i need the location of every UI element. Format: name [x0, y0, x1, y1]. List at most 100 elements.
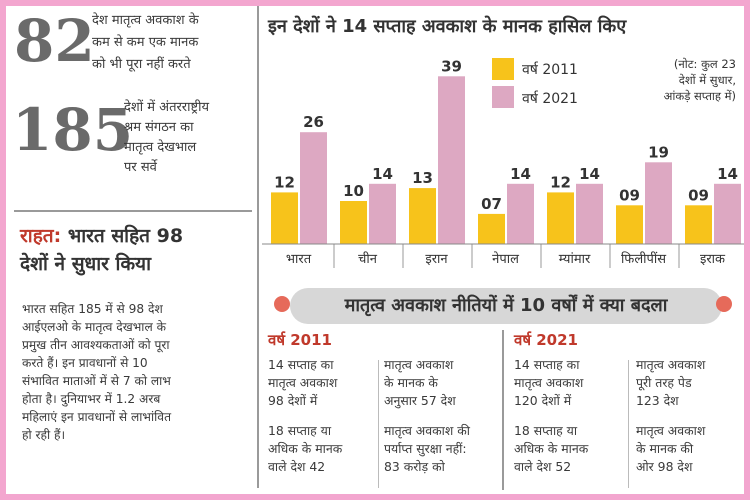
bar-value-label: 14 — [372, 165, 393, 183]
policy-line: मातृत्व अवकाश की — [384, 423, 470, 438]
policy-line: पूरी तरह पेड — [636, 375, 692, 390]
policy-line: के मानक के — [384, 375, 438, 390]
bar-value-label: 09 — [688, 186, 709, 204]
bar-2021 — [300, 132, 327, 244]
stat-82-number: 82 — [14, 7, 95, 75]
policy-line: 14 सप्ताह का — [268, 357, 334, 372]
infographic: 82 देश मातृत्व अवकाश के कम से कम एक मानक… — [6, 6, 744, 494]
bar-value-label: 19 — [648, 143, 669, 161]
body-line: महिलाएं इन प्रावधानों से लाभांवित — [22, 410, 172, 424]
policy-line: वाले देश 42 — [268, 459, 326, 474]
relief-line2: देशों ने सुधार किया — [20, 253, 151, 275]
bar-2021 — [438, 76, 465, 244]
column-divider — [257, 6, 259, 488]
policy-title-banner — [290, 288, 722, 324]
stat-82-line: को भी पूरा नहीं करते — [92, 57, 191, 72]
policy-line: मातृत्व अवकाश — [636, 423, 706, 438]
stat-185-line: श्रम संगठन का — [124, 120, 194, 135]
category-label: फिलीपींस — [621, 251, 666, 267]
stat-82-line: कम से कम एक मानक — [92, 35, 199, 50]
legend-swatch-2011 — [492, 58, 514, 80]
category-label: नेपाल — [492, 251, 519, 267]
policy-year-divider — [502, 330, 504, 490]
body-line: प्रमुख तीन आवश्यकताओं को पूरा — [22, 338, 170, 352]
bar-2011 — [616, 205, 643, 244]
bar-value-label: 14 — [717, 165, 738, 183]
bar-value-label: 14 — [579, 165, 600, 183]
bar-2011 — [685, 205, 712, 244]
stat-82-line: देश मातृत्व अवकाश के — [92, 13, 199, 28]
bar-value-label: 39 — [441, 57, 462, 75]
body-line: होता है। दुनियाभर में 1.2 अरब — [22, 392, 161, 406]
col2021-divider — [628, 360, 629, 488]
policy-line: ओर 98 देश — [636, 459, 693, 474]
stat-185-text: देशों में अंतरराष्ट्रीय श्रम संगठन का मा… — [124, 98, 254, 178]
policy-line: के मानक की — [636, 441, 694, 456]
policy-line: 18 सप्ताह या — [514, 423, 578, 438]
bar-value-label: 12 — [550, 173, 571, 191]
bar-2011 — [271, 192, 298, 244]
relief-prefix: राहत: — [20, 225, 62, 247]
policy-line: 123 देश — [636, 393, 679, 408]
stat-185-line: मातृत्व देखभाल — [124, 140, 197, 155]
chart-note-line: देशों में सुधार, — [679, 73, 736, 88]
body-line: हो रही हैं। — [22, 428, 66, 442]
policy-line: मातृत्व अवकाश — [636, 357, 706, 372]
chart-note-line: आंकड़े सप्ताह में) — [664, 89, 736, 103]
col2021-left: 14 सप्ताह का मातृत्व अवकाश 120 देशों में… — [514, 356, 624, 476]
body-line: करते हैं। इन प्रावधानों से 10 — [22, 356, 148, 370]
bar-2011 — [340, 201, 367, 244]
relief-line1: भारत सहित 98 — [61, 225, 184, 247]
chart-note-line: (नोट: कुल 23 — [674, 57, 736, 72]
bar-2021 — [369, 183, 396, 244]
year-2011-label: वर्ष 2011 — [268, 331, 332, 349]
category-label: चीन — [358, 251, 378, 267]
bar-value-label: 26 — [303, 113, 324, 131]
policy-line: मातृत्व अवकाश — [384, 357, 454, 372]
banner-right-bullet — [716, 296, 732, 312]
bar-value-label: 14 — [510, 165, 531, 183]
policy-line: पर्याप्त सुरक्षा नहीं: — [384, 441, 467, 456]
policy-line: 120 देशों में — [514, 393, 572, 408]
body-line: भारत सहित 185 में से 98 देश — [22, 302, 163, 316]
chart-title: इन देशों ने 14 सप्ताह अवकाश के मानक हासि… — [267, 15, 627, 37]
left-divider — [14, 210, 252, 212]
category-label: इराक — [700, 252, 726, 267]
legend-label-2021: वर्ष 2021 — [522, 90, 578, 107]
bar-value-label: 13 — [412, 169, 433, 187]
bar-chart: इन देशों ने 14 सप्ताह अवकाश के मानक हासि… — [262, 15, 744, 268]
body-line: आईएलओ के मातृत्व देखभाल के — [22, 320, 166, 334]
bar-2021 — [645, 162, 672, 244]
policy-line: 14 सप्ताह का — [514, 357, 580, 372]
policy-line: 83 करोड़ को — [384, 459, 445, 474]
col2011-right: मातृत्व अवकाश के मानक के अनुसार 57 देश म… — [384, 356, 496, 476]
category-label: म्यांमार — [559, 252, 591, 267]
relief-heading: राहत: भारत सहित 98 देशों ने सुधार किया — [20, 222, 256, 278]
bar-2021 — [507, 183, 534, 244]
bar-2021 — [714, 183, 741, 244]
bar-value-label: 07 — [481, 195, 502, 213]
stat-185-line: पर सर्वे — [124, 160, 157, 175]
policy-line: अनुसार 57 देश — [384, 393, 456, 408]
bar-value-label: 12 — [274, 173, 295, 191]
policy-line: मातृत्व अवकाश — [268, 375, 338, 390]
legend-swatch-2021 — [492, 86, 514, 108]
legend-label-2011: वर्ष 2011 — [522, 61, 578, 78]
bar-2011 — [478, 213, 505, 244]
policy-line: 98 देशों में — [268, 393, 318, 408]
col2011-divider — [378, 360, 379, 488]
stat-185-number: 185 — [12, 96, 134, 164]
col2011-left: 14 सप्ताह का मातृत्व अवकाश 98 देशों में … — [268, 356, 376, 476]
body-line: संभावित माताओं में से 7 को लाभ — [22, 374, 171, 388]
policy-line: 18 सप्ताह या — [268, 423, 332, 438]
bar-value-label: 10 — [343, 182, 364, 200]
policy-line: अधिक के मानक — [514, 441, 589, 456]
bar-2021 — [576, 183, 603, 244]
category-label: इरान — [425, 252, 448, 267]
policy-title: मातृत्व अवकाश नीतियों में 10 वर्षों में … — [344, 295, 668, 316]
left-body: भारत सहित 185 में से 98 देश आईएलओ के मात… — [22, 300, 256, 444]
policy-line: मातृत्व अवकाश — [514, 375, 584, 390]
category-label: भारत — [286, 252, 312, 267]
bar-2011 — [547, 192, 574, 244]
bar-2011 — [409, 188, 436, 244]
